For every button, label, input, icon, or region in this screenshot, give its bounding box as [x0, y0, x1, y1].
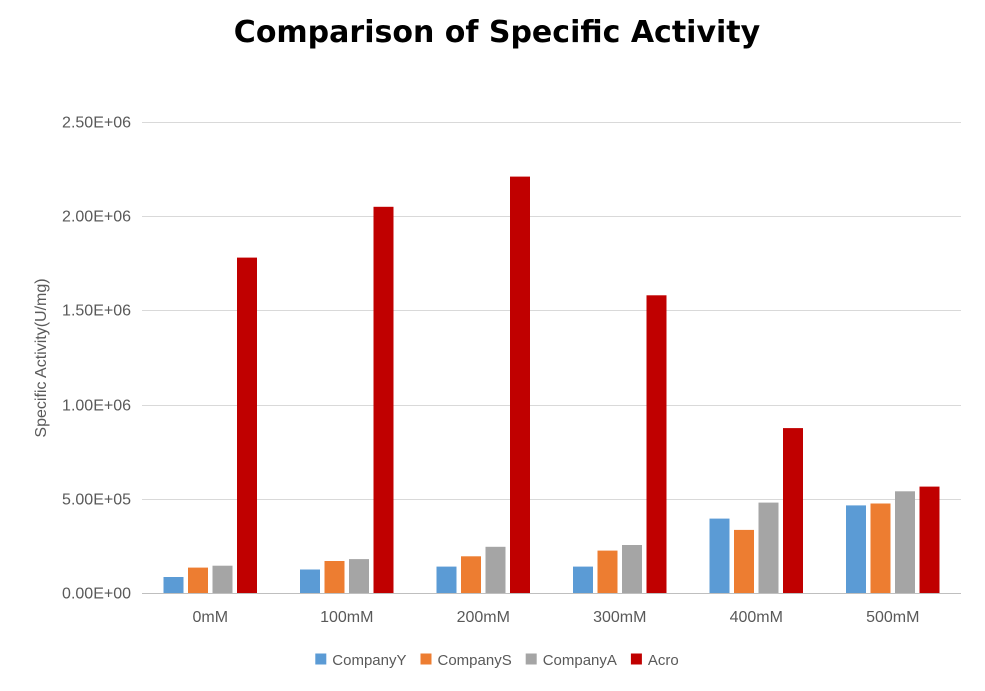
legend-swatch-companyy: [315, 653, 327, 665]
bars: [163, 176, 940, 594]
bar-companys-300mm: [597, 550, 618, 593]
bar-acro-500mm: [919, 486, 940, 593]
bar-companya-500mm: [895, 491, 915, 593]
y-tick-label: 0.00E+00: [62, 586, 131, 603]
x-tick-label: 300mM: [593, 609, 646, 626]
bar-companyy-100mm: [300, 569, 320, 593]
x-tick-label: 0mM: [193, 609, 229, 626]
bar-companys-500mm: [870, 503, 891, 593]
x-tick-label: 100mM: [320, 609, 373, 626]
bar-acro-100mm: [373, 206, 394, 594]
chart-title: Comparison of Specific Activity: [234, 15, 761, 50]
x-tick-label: 400mM: [730, 609, 783, 626]
bar-acro-0mm: [237, 257, 257, 593]
x-tick-label: 200mM: [457, 609, 510, 626]
legend-label-companyy: CompanyY: [332, 652, 406, 669]
bar-companya-0mm: [212, 565, 233, 593]
legend-swatch-companys: [420, 653, 432, 665]
bar-companys-400mm: [734, 529, 754, 593]
y-tick-label: 2.00E+06: [62, 209, 131, 226]
bar-companyy-400mm: [709, 518, 730, 593]
bar-companya-200mm: [485, 546, 506, 593]
bar-companya-400mm: [758, 502, 779, 593]
y-tick-label: 1.50E+06: [62, 303, 131, 320]
bar-companyy-0mm: [163, 577, 184, 593]
legend-label-companys: CompanyS: [438, 652, 512, 669]
y-axis-ticks: 0.00E+00 5.00E+05 1.00E+06 1.50E+06 2.00E+06…: [62, 115, 131, 603]
bar-companyy-200mm: [436, 566, 457, 593]
bar-companya-300mm: [622, 545, 642, 593]
y-tick-label: 1.00E+06: [62, 398, 131, 415]
y-tick-label: 5.00E+05: [62, 492, 131, 509]
legend: CompanyY CompanyS CompanyA Acro: [315, 652, 679, 669]
gridlines: [142, 122, 961, 594]
bar-companys-100mm: [324, 561, 345, 593]
bar-acro-200mm: [510, 176, 530, 593]
bar-acro-300mm: [646, 295, 667, 593]
bar-companys-200mm: [461, 556, 481, 593]
legend-label-companya: CompanyA: [543, 652, 617, 669]
bar-companys-0mm: [188, 567, 208, 593]
y-tick-label: 2.50E+06: [62, 115, 131, 132]
bar-companyy-500mm: [846, 505, 866, 593]
x-tick-label: 500mM: [866, 609, 919, 626]
legend-swatch-companya: [525, 653, 537, 665]
legend-swatch-acro: [630, 653, 642, 665]
bar-companya-100mm: [349, 559, 369, 593]
y-axis-label: Specific Activity(U/mg): [33, 278, 50, 437]
bar-acro-400mm: [783, 428, 803, 593]
x-axis-ticks: 0mM 100mM 200mM 300mM 400mM 500mM: [193, 609, 920, 626]
bar-companyy-300mm: [573, 566, 593, 593]
legend-label-acro: Acro: [648, 652, 679, 669]
